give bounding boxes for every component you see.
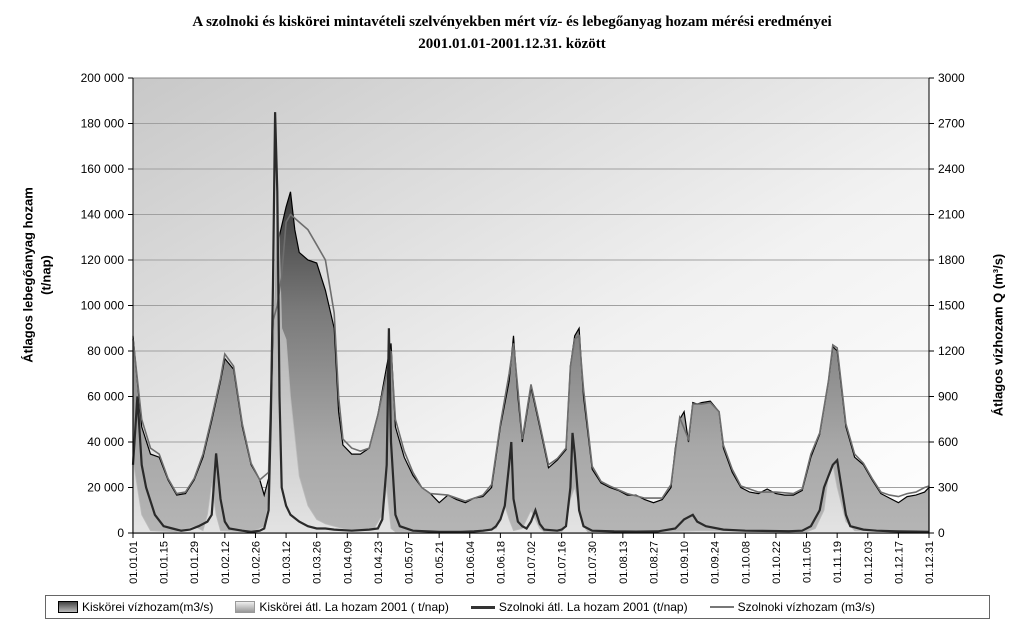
y-tick-label-right: 1800 — [938, 253, 965, 267]
x-tick-label: 01.10.08 — [740, 541, 752, 584]
legend-swatch — [470, 605, 495, 609]
axes: 0 0 20 000 300 40 000 600 60 000 900 80 000 1200 1… — [81, 71, 965, 584]
legend-label: Szolnoki vízhozam (m3/s) — [737, 600, 875, 614]
y-tick-label-left: 40 000 — [87, 435, 124, 449]
y-tick-label-left: 80 000 — [87, 344, 124, 358]
x-tick-label: 01.05.07 — [404, 541, 416, 584]
x-tick-label: 01.05.21 — [434, 541, 446, 584]
chart-title: A szolnoki és kiskörei mintavételi szelv… — [192, 14, 832, 30]
x-tick-label: 01.10.22 — [771, 541, 783, 584]
y-tick-label-left: 20 000 — [87, 481, 124, 495]
x-tick-label: 01.01.01 — [128, 541, 140, 584]
y-tick-label-right: 1200 — [938, 344, 965, 358]
x-tick-label: 01.08.27 — [648, 541, 660, 584]
x-tick-label: 01.02.26 — [250, 541, 262, 584]
x-tick-label: 01.01.15 — [159, 541, 171, 584]
y-tick-label-right: 2100 — [938, 208, 965, 222]
y-tick-label-left: 120 000 — [81, 253, 125, 267]
legend-item: Szolnoki vízhozam (m3/s) — [709, 600, 875, 614]
y-tick-label-right: 0 — [938, 526, 945, 540]
legend-label: Kiskörei vízhozam(m3/s) — [82, 600, 214, 614]
x-tick-label: 01.12.31 — [924, 541, 936, 584]
legend-item: Kiskörei vízhozam(m3/s) — [58, 600, 213, 614]
x-tick-label: 01.07.02 — [526, 541, 538, 584]
chart-subtitle: 2001.01.01-2001.12.31. között — [418, 36, 606, 52]
legend-item: Kiskörei átl. La hozam 2001 ( t/nap) — [235, 600, 449, 614]
y-tick-label-right: 600 — [938, 435, 958, 449]
x-tick-label: 01.11.05 — [802, 541, 814, 583]
y-tick-label-left: 160 000 — [81, 162, 125, 176]
x-tick-label: 01.09.10 — [679, 541, 691, 584]
y-tick-label-right: 3000 — [938, 71, 965, 85]
series-szolnoki-la-hozam-line — [131, 112, 930, 534]
series-group — [131, 112, 930, 534]
x-tick-label: 01.07.30 — [587, 541, 599, 584]
x-tick-label: 01.08.13 — [618, 541, 630, 584]
x-tick-label: 01.12.03 — [863, 541, 875, 584]
legend-item: Szolnoki átl. La hozam 2001 (t/nap) — [470, 600, 688, 614]
x-tick-label: 01.04.23 — [373, 541, 385, 584]
x-tick-label: 01.12.17 — [893, 541, 905, 584]
x-tick-label: 01.06.04 — [465, 541, 477, 584]
y-tick-label-right: 900 — [938, 390, 958, 404]
x-tick-label: 01.01.29 — [189, 541, 201, 584]
legend-label: Kiskörei átl. La hozam 2001 ( t/nap) — [259, 600, 449, 614]
y-tick-label-left: 0 — [117, 526, 124, 540]
y-tick-label-right: 2400 — [938, 162, 965, 176]
legend-swatch — [235, 601, 256, 613]
y-tick-label-left: 180 000 — [81, 117, 125, 131]
legend-swatch — [709, 606, 734, 608]
x-tick-label: 01.03.12 — [281, 541, 293, 584]
x-tick-label: 01.07.16 — [557, 541, 569, 584]
x-tick-label: 01.09.24 — [710, 541, 722, 584]
x-tick-label: 01.03.26 — [312, 541, 324, 584]
x-tick-label: 01.06.18 — [495, 541, 507, 584]
legend-swatch — [58, 601, 78, 613]
y-tick-label-right: 300 — [938, 481, 958, 495]
y-tick-label-right: 1500 — [938, 299, 965, 313]
y-tick-label-left: 140 000 — [81, 208, 125, 222]
x-tick-label: 01.04.09 — [342, 541, 354, 584]
legend-label: Szolnoki átl. La hozam 2001 (t/nap) — [498, 600, 688, 614]
y-tick-label-left: 60 000 — [87, 390, 124, 404]
legend: Kiskörei vízhozam(m3/s) Kiskörei átl. La… — [45, 595, 990, 619]
y-tick-label-right: 2700 — [938, 117, 965, 131]
y-tick-label-left: 200 000 — [81, 71, 125, 85]
x-tick-label: 01.02.12 — [220, 541, 232, 584]
y-tick-label-left: 100 000 — [81, 299, 125, 313]
series-szolnoki-vizhozam-line — [132, 213, 930, 502]
x-tick-label: 01.11.19 — [832, 541, 844, 583]
